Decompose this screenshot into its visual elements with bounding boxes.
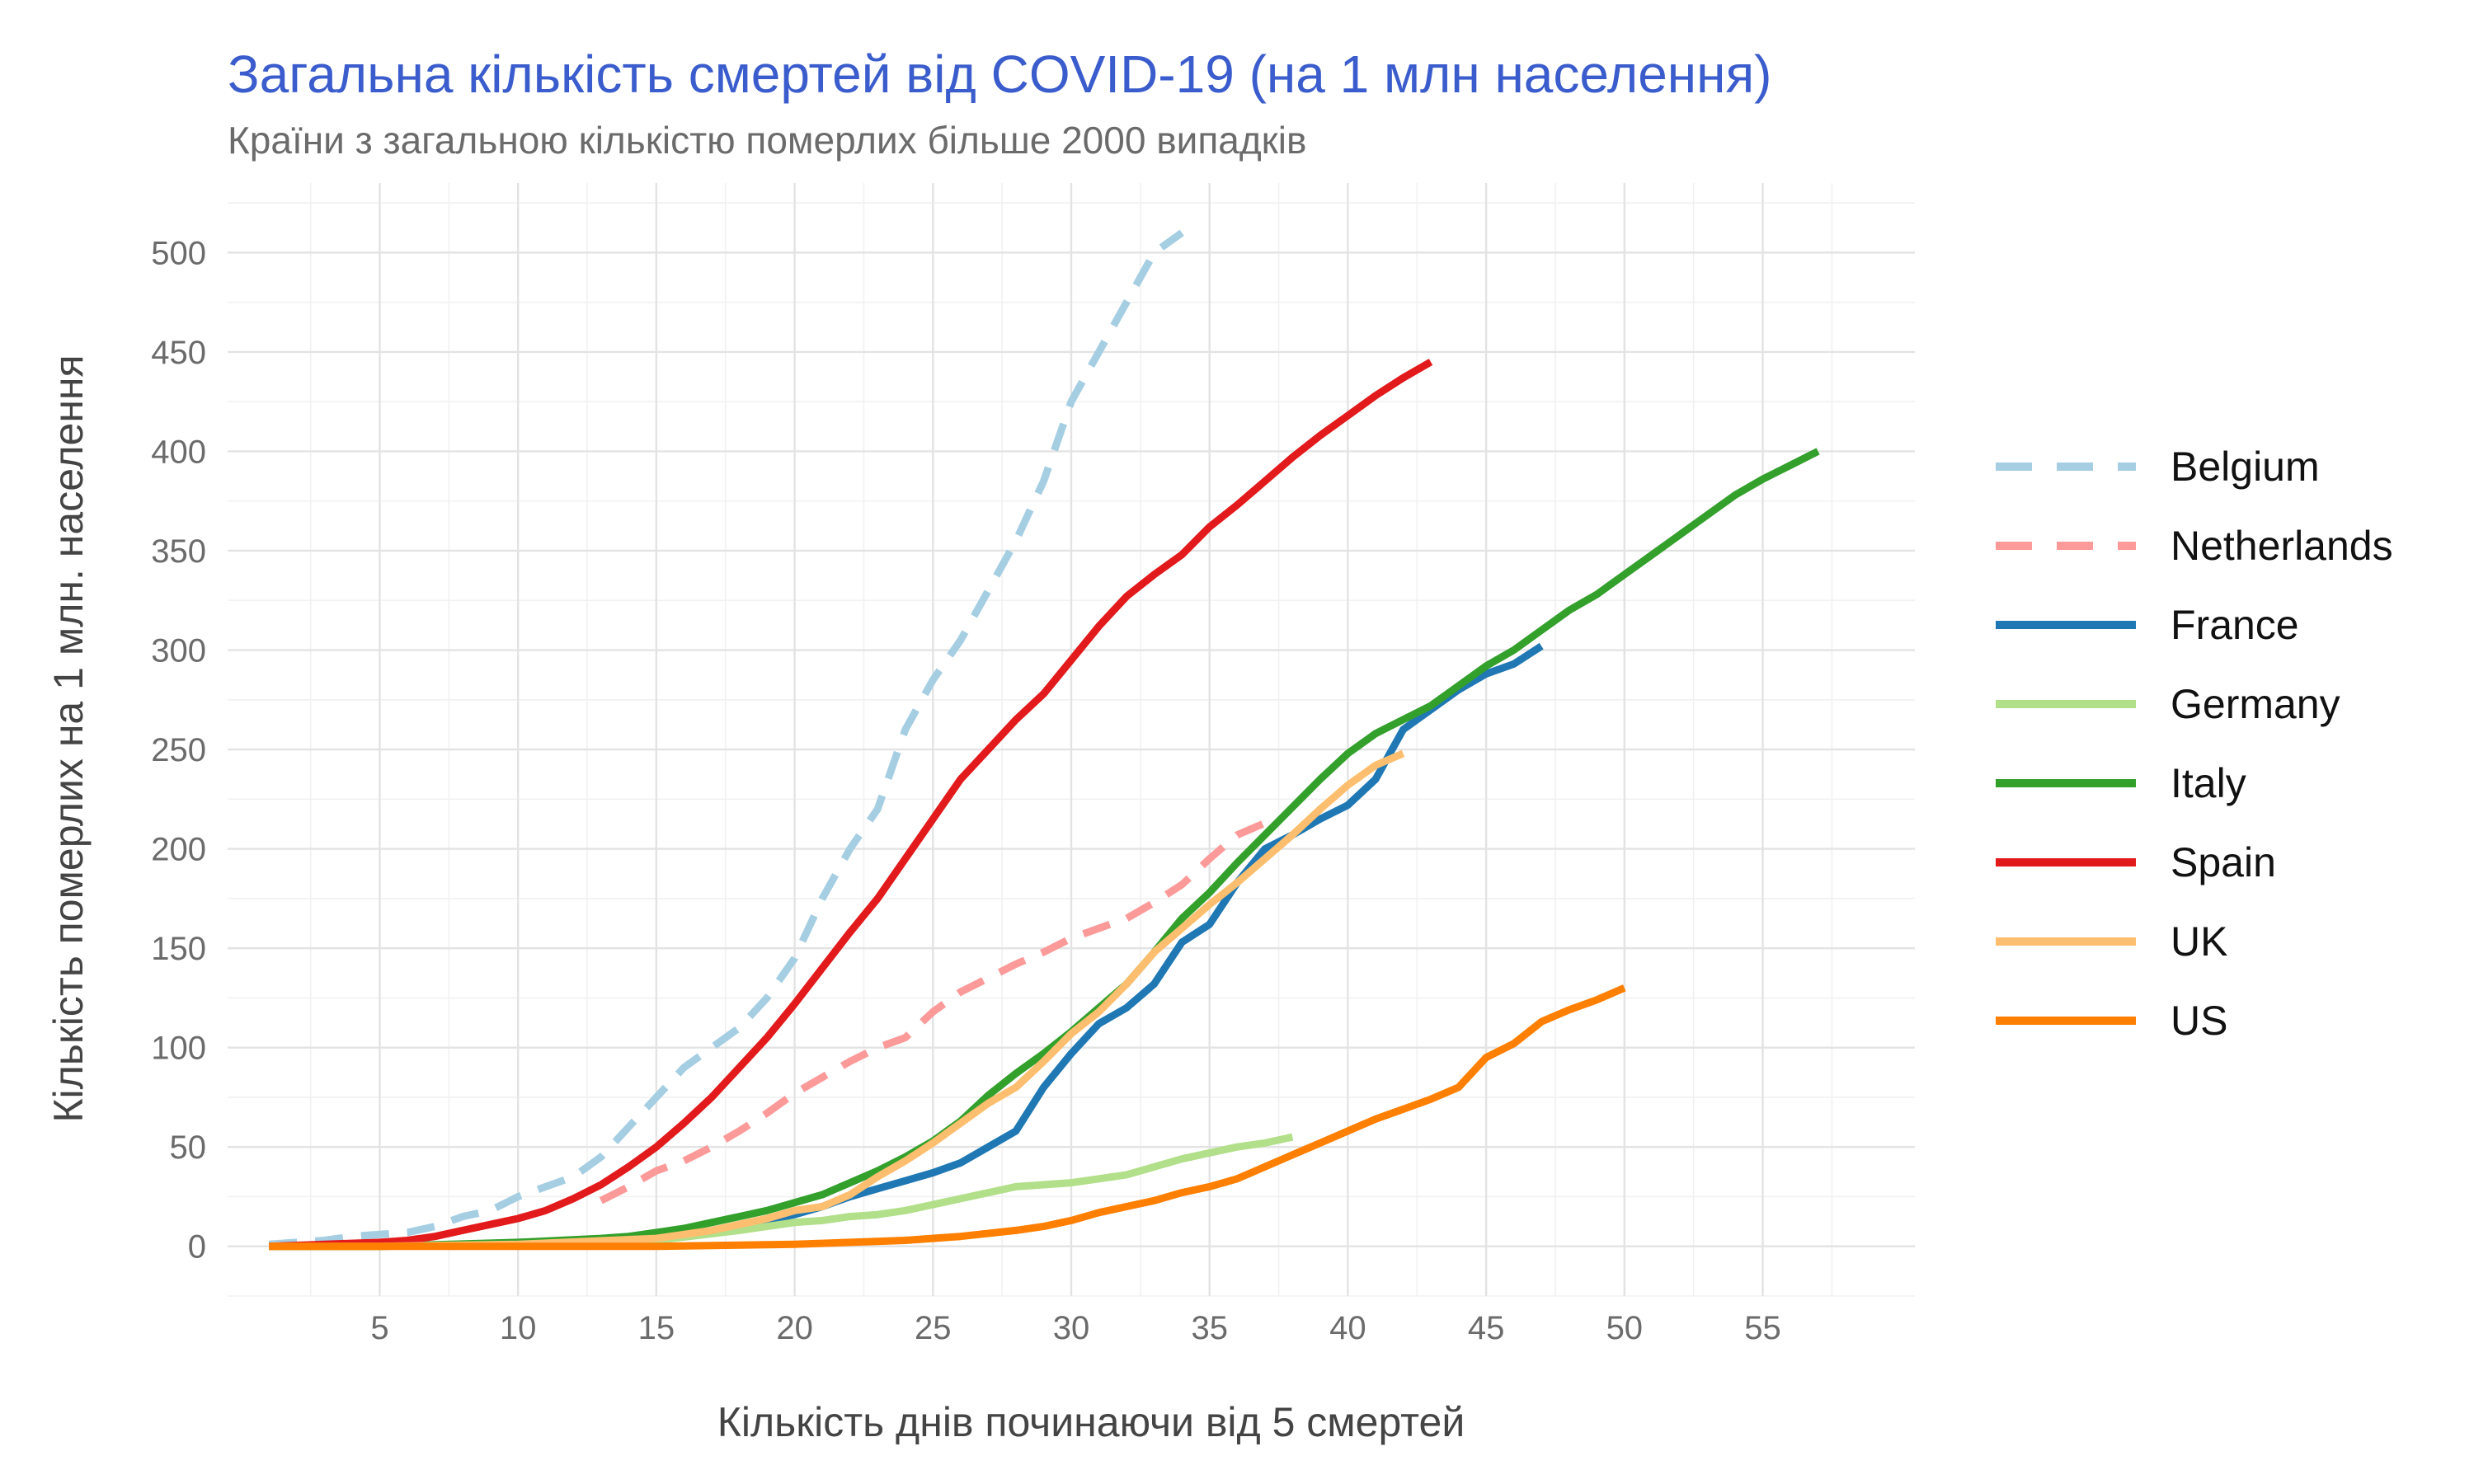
chart-subtitle: Країни з загальною кількістю померлих бі… [228,119,1306,162]
x-axis: 5 10 15 20 25 30 35 40 45 50 55 [370,1310,1780,1346]
series-line-netherlands [599,819,1267,1205]
series-line-uk [269,749,1405,1251]
y-tick-label: 250 [151,732,206,768]
legend-item-belgium: Belgium [1996,444,2320,490]
legend-item-uk: UK [1996,918,2227,965]
legend-item-netherlands: Netherlands [1996,523,2393,569]
x-tick-label: 10 [500,1310,537,1346]
x-tick-label: 50 [1606,1310,1644,1346]
legend-item-germany: Germany [1996,681,2340,727]
x-tick-label: 55 [1744,1310,1781,1346]
legend-item-us: US [1996,998,2227,1044]
series-lines [268,229,1820,1251]
legend-label: Italy [2171,760,2246,806]
legend-label: France [2171,602,2299,648]
x-tick-label: 40 [1329,1310,1366,1346]
legend-label: Spain [2171,839,2276,885]
series-line-us [269,984,1626,1251]
y-tick-label: 300 [151,633,206,669]
chart-title: Загальна кількість смертей від COVID-19 … [228,45,1771,104]
y-tick-label: 0 [188,1229,206,1266]
legend: Belgium Netherlands France Germany Italy Spai… [1996,444,2393,1044]
y-tick-label: 450 [151,335,206,371]
y-tick-label: 200 [151,832,206,868]
legend-item-france: France [1996,602,2299,648]
legend-label: Germany [2171,681,2340,727]
x-tick-label: 30 [1053,1310,1090,1346]
grid [228,183,1915,1297]
series-line-spain [269,359,1433,1251]
x-axis-title: Кількість днів починаючи від 5 смертей [717,1399,1465,1445]
series-line-germany [269,1133,1294,1251]
x-tick-label: 35 [1191,1310,1228,1346]
y-tick-label: 500 [151,235,206,271]
x-tick-label: 25 [915,1310,952,1346]
y-axis-title: Кількість померлих на 1 млн. населення [45,355,92,1122]
legend-item-spain: Spain [1996,839,2276,885]
y-tick-label: 350 [151,533,206,570]
x-tick-label: 5 [370,1310,388,1346]
y-tick-label: 100 [151,1031,206,1067]
legend-label: UK [2171,918,2227,965]
series-line-italy [269,448,1820,1251]
x-tick-label: 15 [638,1310,675,1346]
y-tick-label: 50 [170,1129,207,1166]
x-tick-label: 20 [776,1310,813,1346]
legend-item-italy: Italy [1996,760,2246,806]
legend-label: Netherlands [2171,523,2393,569]
x-tick-label: 45 [1468,1310,1505,1346]
y-tick-label: 400 [151,434,206,470]
y-tick-label: 150 [151,931,206,967]
y-axis: 0 50 100 150 200 250 300 350 400 450 500 [151,235,206,1265]
legend-label: Belgium [2171,444,2320,490]
series-line-belgium [268,229,1184,1248]
legend-label: US [2171,998,2227,1044]
